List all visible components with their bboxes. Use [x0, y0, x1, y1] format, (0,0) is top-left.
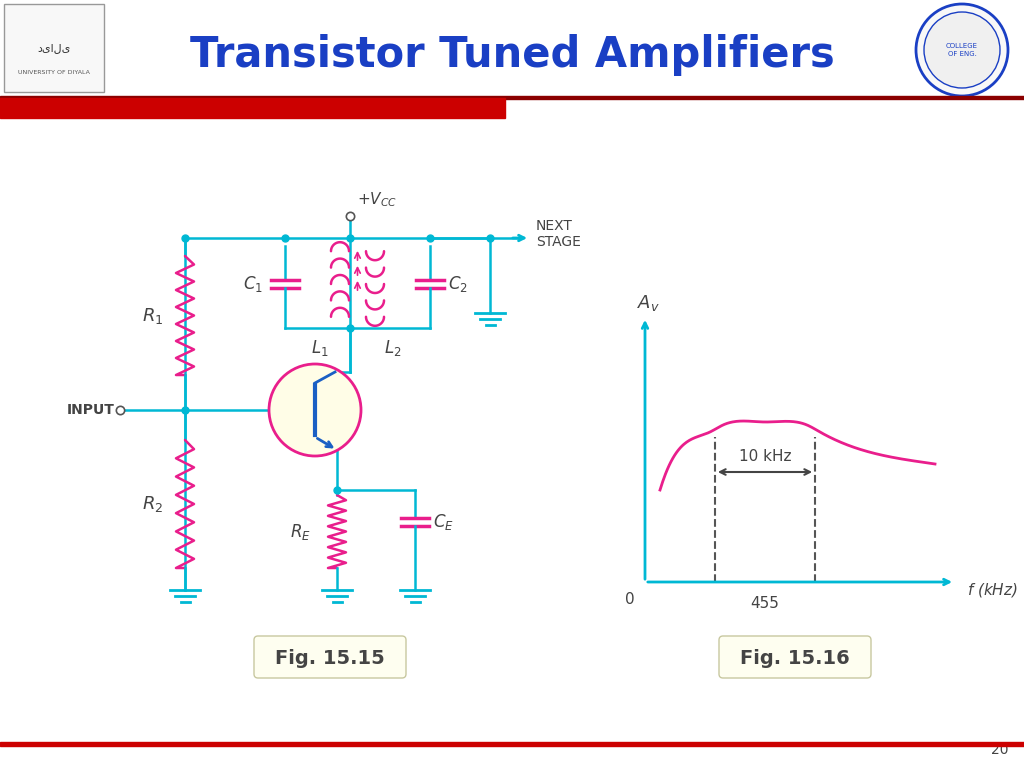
Text: UNIVERSITY OF DIYALA: UNIVERSITY OF DIYALA	[18, 69, 90, 74]
Text: Fig. 15.16: Fig. 15.16	[740, 648, 850, 667]
Text: $R_2$: $R_2$	[141, 494, 163, 514]
Bar	[0, 742, 1024, 746]
Text: Transistor Tuned Amplifiers: Transistor Tuned Amplifiers	[189, 34, 835, 76]
Bar	[0, 98, 505, 118]
FancyBboxPatch shape	[4, 4, 104, 92]
Text: Fig. 15.15: Fig. 15.15	[275, 648, 385, 667]
Text: $R_E$: $R_E$	[290, 521, 311, 541]
Circle shape	[924, 12, 1000, 88]
Text: $L_2$: $L_2$	[384, 338, 401, 358]
Text: 10 kHz: 10 kHz	[738, 449, 792, 464]
Text: $A_v$: $A_v$	[637, 293, 659, 313]
Text: $C_2$: $C_2$	[449, 274, 468, 294]
Circle shape	[269, 364, 361, 456]
Text: NEXT
STAGE: NEXT STAGE	[536, 219, 581, 249]
Text: 20: 20	[990, 743, 1008, 757]
Text: $R_1$: $R_1$	[141, 306, 163, 326]
FancyBboxPatch shape	[254, 636, 406, 678]
Text: $+ V_{CC}$: $+ V_{CC}$	[357, 190, 397, 209]
Text: INPUT: INPUT	[68, 403, 115, 417]
Text: $C_1$: $C_1$	[243, 274, 263, 294]
Circle shape	[916, 4, 1008, 96]
FancyBboxPatch shape	[719, 636, 871, 678]
Text: $L_1$: $L_1$	[311, 338, 329, 358]
Text: دیالی: دیالی	[37, 43, 71, 53]
Bar	[0, 96, 1024, 99]
Text: $C_E$: $C_E$	[433, 512, 454, 532]
Text: 455: 455	[751, 596, 779, 611]
Text: 0: 0	[626, 592, 635, 607]
Text: COLLEGE
OF ENG.: COLLEGE OF ENG.	[946, 44, 978, 57]
Text: $f$ (kHz): $f$ (kHz)	[967, 581, 1018, 599]
